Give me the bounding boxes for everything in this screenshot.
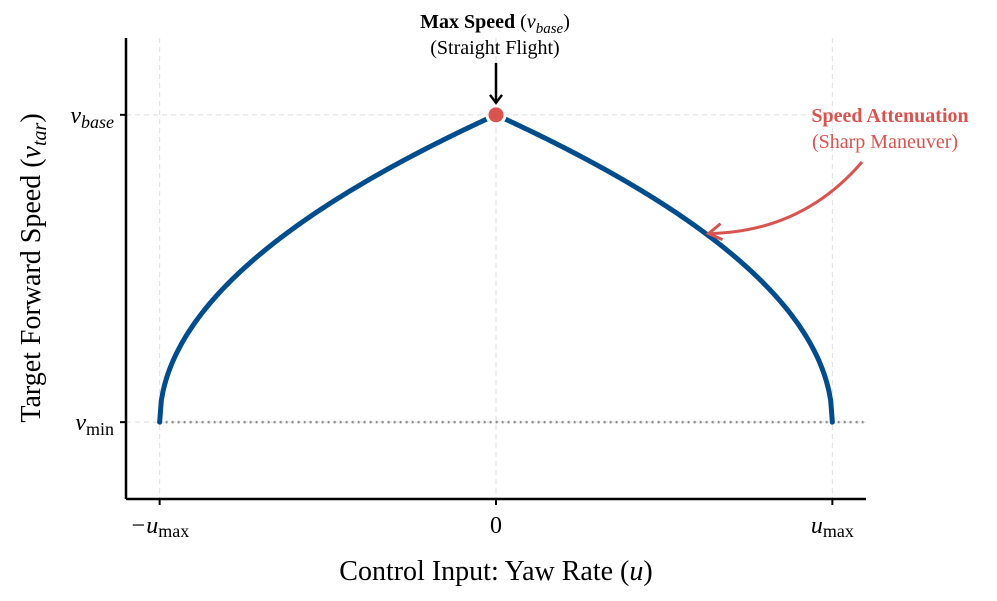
- x-tick-label: −umax: [130, 513, 189, 541]
- y-ticks: vmin vbase: [70, 103, 126, 439]
- max-speed-arrowhead: [489, 94, 503, 105]
- max-speed-annotation: Max Speed (vbase) (Straight Flight): [420, 11, 570, 105]
- y-tick-label: vmin: [75, 410, 114, 439]
- attenuation-subtitle: (Sharp Maneuver): [812, 131, 958, 153]
- max-speed-subtitle: (Straight Flight): [430, 37, 559, 59]
- y-tick-label: vbase: [70, 103, 114, 132]
- max-speed-bold: Max Speed: [420, 11, 515, 33]
- attenuation-title: Speed Attenuation: [811, 105, 968, 127]
- attenuation-annotation: Speed Attenuation (Sharp Maneuver): [705, 105, 969, 241]
- x-tick-label: umax: [811, 513, 854, 541]
- series-line-target-speed: [157, 112, 835, 425]
- attenuation-arrowhead: [705, 222, 724, 241]
- x-axis-label: Control Input: Yaw Rate (u): [339, 556, 652, 587]
- x-ticks: −umax 0 umax: [130, 499, 854, 541]
- x-tick-label: 0: [490, 513, 502, 539]
- svg-text:Max Speed (vbase): Max Speed (vbase): [420, 11, 570, 37]
- peak-marker: [485, 104, 507, 126]
- y-axis-label: Target Forward Speed (vtar): [16, 113, 51, 422]
- attenuation-arrow: [708, 161, 864, 236]
